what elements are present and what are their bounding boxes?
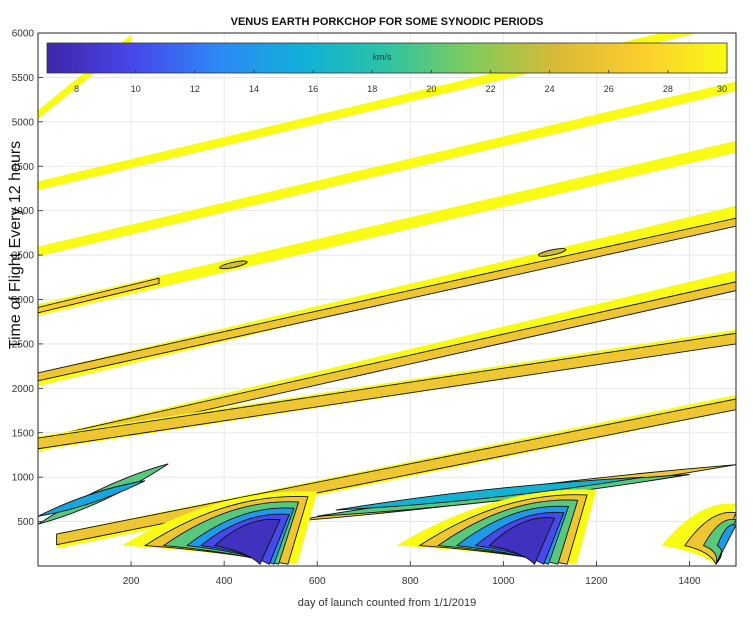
x-tick-label: 600 bbox=[309, 576, 326, 587]
y-tick-label: 2000 bbox=[12, 384, 35, 395]
colorbar-frame bbox=[46, 42, 728, 74]
x-tick-label: 1400 bbox=[678, 576, 701, 587]
contour-band bbox=[38, 33, 699, 191]
contour-band bbox=[38, 332, 736, 450]
y-axis-label: Time of Flight Every 12 hours bbox=[7, 141, 24, 349]
colorbar-tick-label: 10 bbox=[131, 84, 141, 94]
y-tick-label: 1500 bbox=[12, 428, 35, 439]
contour-band bbox=[38, 140, 736, 316]
y-tick-label: 3000 bbox=[12, 295, 35, 306]
contour-island bbox=[219, 260, 248, 270]
y-tick-label: 5500 bbox=[12, 73, 35, 84]
contour-wedge bbox=[213, 518, 281, 566]
contour-islands bbox=[219, 248, 567, 270]
colorbar-tick-label: 18 bbox=[367, 84, 377, 94]
colorbar-tick-label: 24 bbox=[545, 84, 555, 94]
y-tick-label: 2500 bbox=[12, 339, 35, 350]
chart-title: VENUS EARTH PORKCHOP FOR SOME SYNODIC PE… bbox=[231, 16, 544, 28]
colorbar-tick-label: 16 bbox=[308, 84, 318, 94]
y-tick-label: 500 bbox=[17, 517, 34, 528]
y-tick-label: 3500 bbox=[12, 251, 35, 262]
y-axis-ticks: 500 1000 1500 2000 2500 3000 3500 4000 4500 5000 5… bbox=[12, 29, 43, 528]
colorbar-ticks: 8 10 12 14 16 18 20 22 24 26 28 30 bbox=[74, 70, 728, 94]
contour-lobe bbox=[38, 480, 146, 517]
contour-plot bbox=[38, 33, 736, 566]
contour-lobe bbox=[335, 476, 644, 511]
contour-band bbox=[38, 81, 736, 257]
colorbar-tick-label: 20 bbox=[426, 84, 436, 94]
x-tick-label: 200 bbox=[123, 576, 140, 587]
y-tick-label: 4500 bbox=[12, 162, 35, 173]
contour-lobes bbox=[38, 463, 736, 525]
colorbar-tick-label: 26 bbox=[604, 84, 614, 94]
colorbar-label: km/s bbox=[373, 52, 392, 62]
contour-band bbox=[38, 281, 736, 449]
contour-island bbox=[538, 248, 567, 257]
contour-wedge bbox=[715, 524, 736, 565]
colorbar-tick-label: 14 bbox=[249, 84, 259, 94]
y-tick-label: 5000 bbox=[12, 117, 35, 128]
x-tick-label: 1000 bbox=[492, 576, 515, 587]
contour-band bbox=[38, 277, 160, 314]
x-tick-label: 1200 bbox=[585, 576, 608, 587]
x-tick-label: 800 bbox=[402, 576, 419, 587]
y-tick-label: 4000 bbox=[12, 206, 35, 217]
contour-wedge bbox=[488, 517, 556, 566]
contour-band bbox=[38, 217, 736, 382]
x-axis-label: day of launch counted from 1/1/2019 bbox=[298, 597, 477, 609]
colorbar-tick-label: 28 bbox=[663, 84, 673, 94]
y-tick-label: 1000 bbox=[12, 473, 35, 484]
contour-wedges bbox=[121, 489, 736, 566]
colorbar-tick-label: 12 bbox=[190, 84, 200, 94]
colorbar-tick-label: 22 bbox=[485, 84, 495, 94]
x-axis-ticks: 200 400 600 800 1000 1200 1400 bbox=[123, 561, 701, 587]
x-tick-label: 400 bbox=[216, 576, 233, 587]
colorbar: km/s 8 10 12 14 16 18 20 22 24 26 28 30 bbox=[46, 42, 728, 94]
colorbar-tick-label: 30 bbox=[717, 84, 727, 94]
colorbar-tick-label: 8 bbox=[74, 84, 79, 94]
y-tick-label: 6000 bbox=[12, 29, 35, 40]
